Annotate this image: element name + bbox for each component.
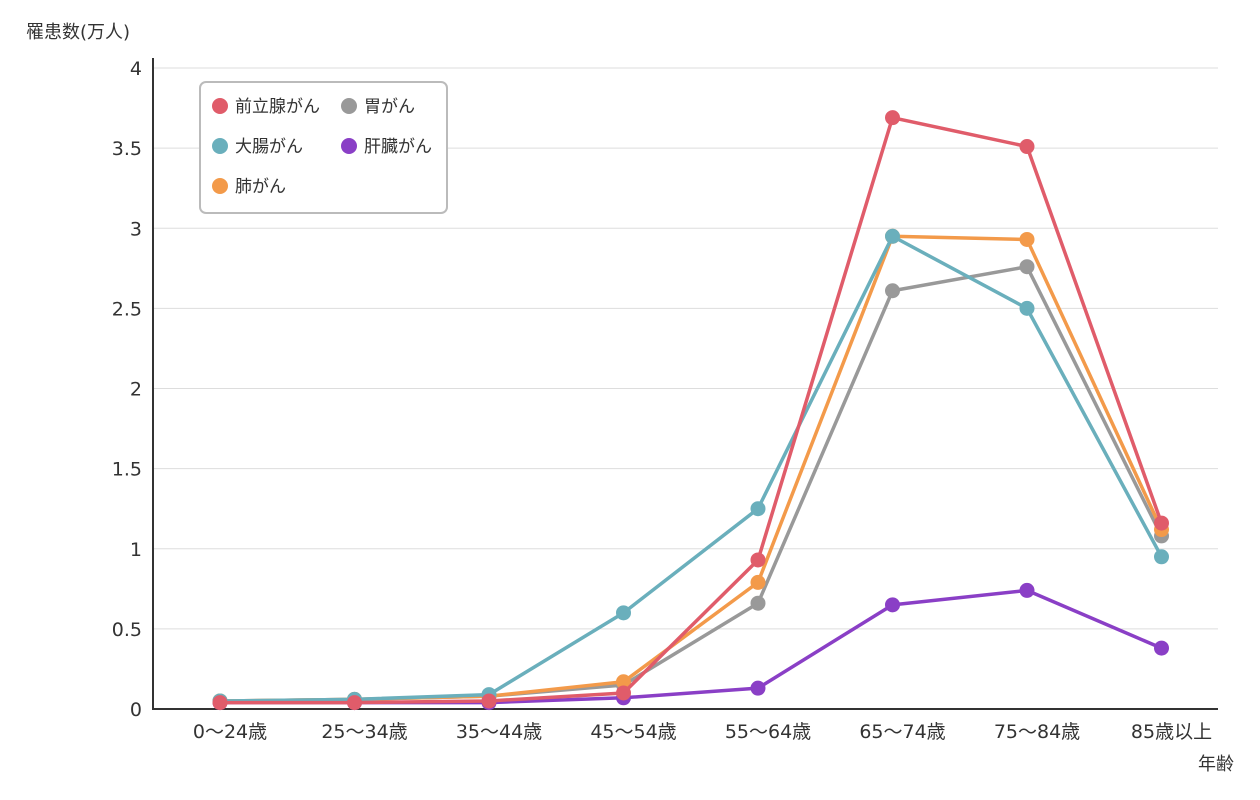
- data-point: [1154, 515, 1169, 531]
- data-point: [1019, 139, 1035, 155]
- legend-label: 肺がん: [235, 177, 286, 197]
- legend-marker: [341, 98, 357, 114]
- x-tick-label: 25〜34歳: [321, 721, 407, 743]
- legend-box: [199, 81, 448, 214]
- legend-label: 胃がん: [364, 97, 415, 117]
- legend-marker: [212, 98, 228, 114]
- data-point: [750, 680, 766, 696]
- data-point: [750, 501, 766, 517]
- y-tick-label: 2.5: [112, 298, 142, 320]
- data-point: [1154, 640, 1169, 656]
- data-point: [885, 597, 900, 613]
- data-point: [1019, 259, 1035, 275]
- y-tick-label: 1: [130, 539, 142, 561]
- x-tick-label: 75〜84歳: [994, 721, 1080, 743]
- y-tick-label: 3: [130, 218, 142, 240]
- series-3: [212, 582, 1169, 711]
- series-0: [212, 110, 1169, 711]
- data-point: [885, 110, 900, 126]
- legend-label: 前立腺がん: [235, 97, 320, 117]
- legend-label: 大腸がん: [235, 137, 303, 157]
- data-point: [481, 693, 497, 709]
- x-tick-label: 45〜54歳: [590, 721, 676, 743]
- data-point: [1019, 300, 1035, 316]
- data-point: [347, 695, 362, 711]
- legend-marker: [212, 178, 228, 194]
- series-2: [212, 228, 1169, 709]
- data-point: [885, 228, 900, 244]
- data-point: [616, 674, 631, 690]
- y-tick-label: 1.5: [112, 459, 142, 481]
- legend-marker: [212, 138, 228, 154]
- y-tick-label: 0: [130, 699, 142, 721]
- data-point: [1019, 582, 1035, 598]
- data-point: [750, 552, 766, 568]
- y-axis-label: 罹患数(万人): [26, 22, 130, 43]
- data-point: [1154, 549, 1169, 565]
- y-tick-label: 4: [130, 58, 142, 80]
- series-1: [212, 259, 1169, 709]
- data-point: [1019, 231, 1035, 247]
- data-point: [212, 695, 228, 711]
- y-tick-labels: 0 0.5 1 1.5 2 2.5 3 3.5 4: [112, 58, 142, 721]
- x-tick-labels: 0〜24歳 25〜34歳 35〜44歳 45〜54歳 55〜64歳 65〜74歳 75〜84…: [193, 721, 1212, 743]
- y-tick-label: 3.5: [112, 138, 142, 160]
- legend-marker: [341, 138, 357, 154]
- series-line: [220, 588, 1163, 705]
- data-point: [616, 605, 631, 621]
- x-tick-label: 85歳以上: [1131, 721, 1212, 743]
- x-tick-label: 55〜64歳: [725, 721, 811, 743]
- y-tick-label: 2: [130, 379, 142, 401]
- x-axis-label: 年齢: [1198, 754, 1234, 775]
- data-point: [750, 595, 766, 611]
- y-tick-label: 0.5: [112, 619, 142, 641]
- x-tick-label: 0〜24歳: [193, 721, 267, 743]
- x-tick-label: 65〜74歳: [859, 721, 945, 743]
- series-group: [212, 110, 1169, 711]
- legend-label: 肝臓がん: [364, 137, 432, 157]
- series-line: [220, 115, 1164, 705]
- x-tick-label: 35〜44歳: [456, 721, 542, 743]
- data-point: [750, 574, 766, 590]
- data-point: [885, 283, 900, 299]
- series-line: [219, 264, 1164, 703]
- data-point: [616, 685, 631, 701]
- series-line: [219, 234, 1164, 703]
